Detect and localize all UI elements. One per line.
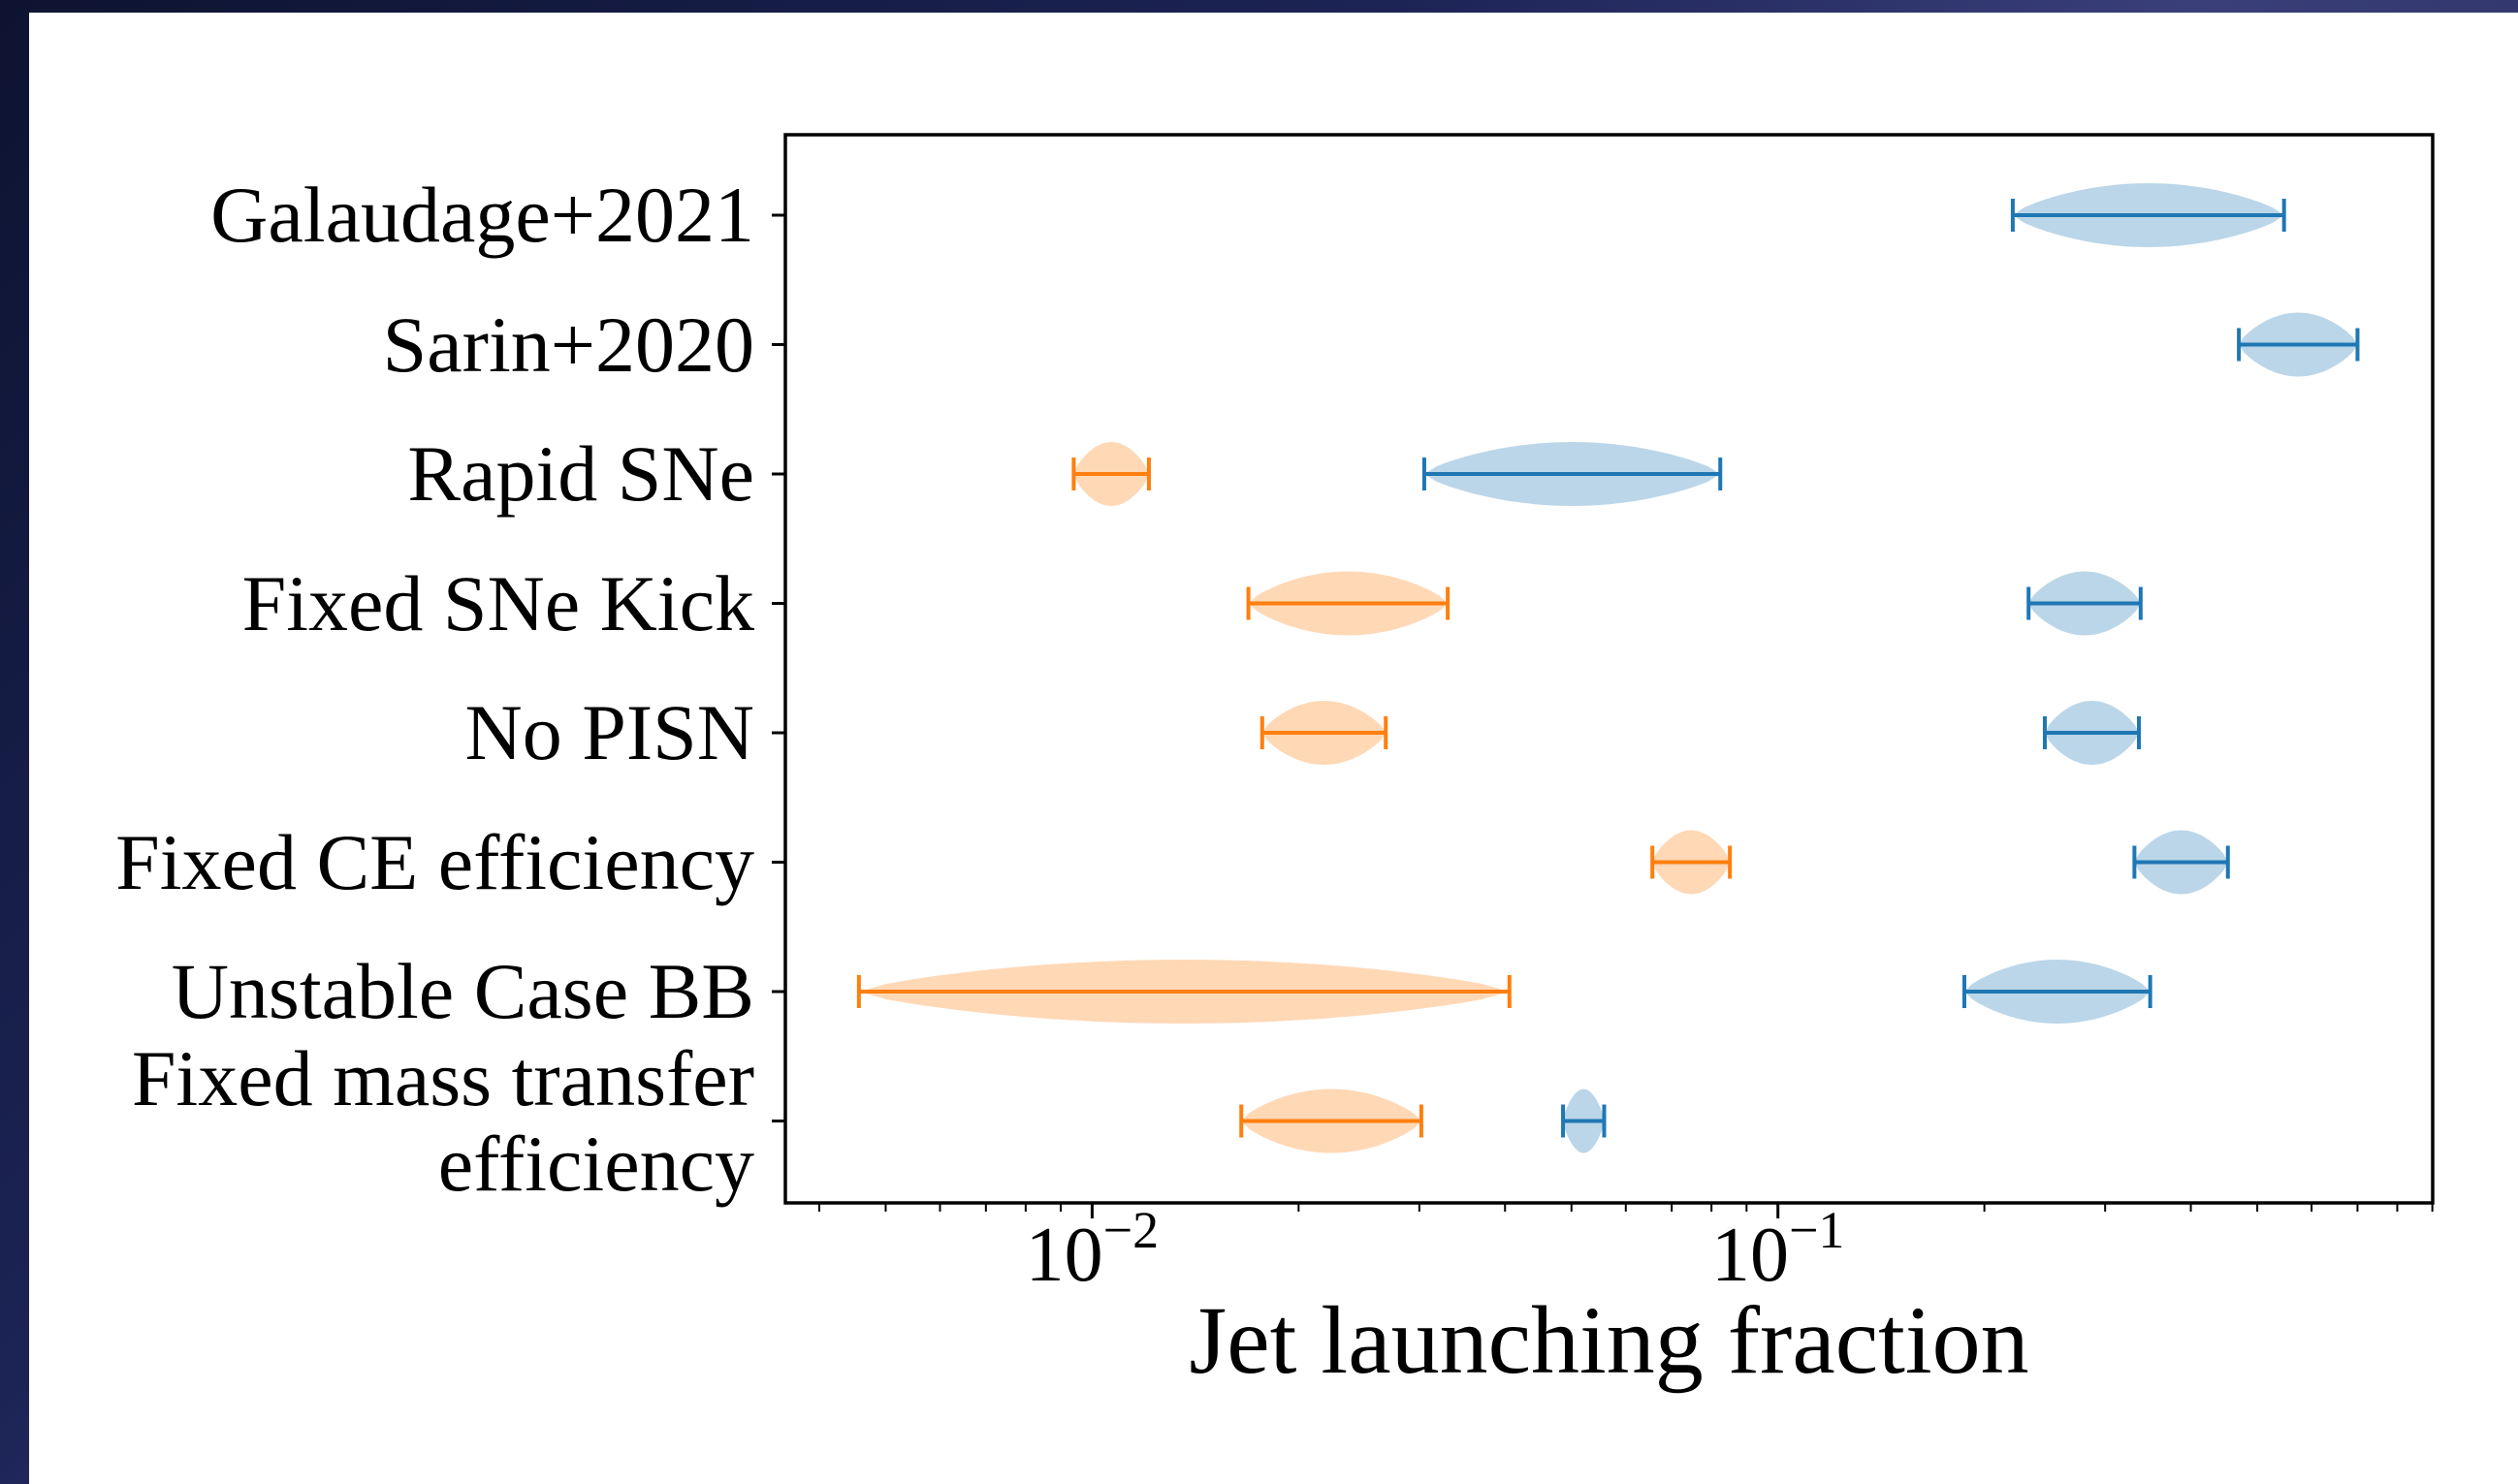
- x-tick-label: 10−1: [1710, 1204, 1844, 1300]
- axes-frame: [783, 133, 2435, 1205]
- x-axis-title: Jet launching fraction: [1189, 1286, 2029, 1394]
- y-tick-label: No PISN: [464, 688, 754, 776]
- y-tick-label: Rapid SNe: [407, 429, 754, 518]
- y-tick-label: Unstable Case BB: [171, 947, 754, 1035]
- tick-exponent: −1: [1788, 1201, 1845, 1259]
- y-tick-label: Fixed mass transfer efficiency: [131, 1033, 754, 1208]
- x-tick-label: 10−2: [1025, 1204, 1159, 1300]
- y-tick-label: Galaudage+2021: [210, 171, 754, 259]
- tick-exponent: −2: [1102, 1201, 1160, 1259]
- y-tick-label: Fixed SNe Kick: [241, 558, 754, 647]
- tick-base: 10: [1710, 1213, 1789, 1298]
- y-tick-label: Sarin+2020: [382, 300, 754, 389]
- tick-base: 10: [1025, 1213, 1103, 1298]
- y-tick-label: Fixed CE efficiency: [115, 817, 754, 906]
- card: [29, 13, 2518, 1484]
